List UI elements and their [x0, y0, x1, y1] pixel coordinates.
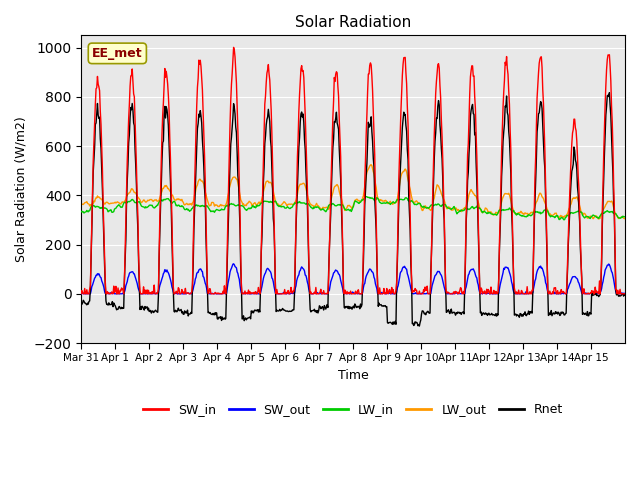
Line: LW_in: LW_in — [81, 196, 625, 220]
SW_out — [141, 291, 149, 297]
X-axis label: Time: Time — [338, 369, 369, 382]
Rnet — [77, 302, 85, 308]
Line: SW_out: SW_out — [81, 264, 625, 294]
LW_out — [595, 216, 603, 222]
LW_in — [440, 202, 448, 207]
SW_out — [77, 291, 85, 297]
Line: SW_in: SW_in — [81, 48, 625, 294]
LW_in — [141, 205, 149, 211]
SW_in — [242, 291, 250, 297]
Y-axis label: Solar Radiation (W/m2): Solar Radiation (W/m2) — [15, 116, 28, 262]
LW_in — [560, 217, 568, 223]
LW_in — [241, 206, 249, 212]
Legend: SW_in, SW_out, LW_in, LW_out, Rnet: SW_in, SW_out, LW_in, LW_out, Rnet — [138, 398, 568, 421]
LW_out — [621, 216, 629, 222]
SW_out — [269, 276, 276, 282]
Text: EE_met: EE_met — [92, 47, 143, 60]
SW_in — [621, 291, 629, 297]
SW_in — [141, 287, 149, 293]
SW_out — [230, 261, 237, 267]
SW_in — [230, 45, 237, 50]
LW_in — [362, 193, 370, 199]
SW_in — [269, 162, 276, 168]
SW_out — [289, 290, 297, 296]
Line: Rnet: Rnet — [81, 93, 625, 326]
Rnet — [621, 292, 629, 298]
Rnet — [440, 217, 448, 223]
Line: LW_out: LW_out — [81, 165, 625, 219]
LW_out — [367, 162, 375, 168]
LW_out — [77, 202, 85, 207]
Rnet — [141, 304, 149, 310]
Rnet — [409, 320, 417, 326]
SW_out — [410, 291, 417, 297]
Rnet — [415, 323, 423, 329]
Title: Solar Radiation: Solar Radiation — [295, 15, 412, 30]
SW_out — [440, 284, 448, 290]
LW_out — [410, 200, 417, 205]
LW_out — [289, 202, 296, 207]
Rnet — [241, 316, 249, 322]
LW_in — [410, 201, 417, 206]
LW_in — [268, 199, 276, 205]
SW_in — [440, 210, 448, 216]
LW_in — [289, 204, 296, 210]
SW_out — [621, 290, 629, 296]
Rnet — [289, 307, 296, 313]
LW_out — [241, 203, 249, 208]
SW_out — [242, 291, 250, 297]
SW_in — [410, 289, 417, 295]
LW_in — [77, 208, 85, 214]
LW_out — [440, 197, 448, 203]
LW_in — [621, 214, 629, 219]
SW_in — [77, 291, 85, 297]
SW_in — [289, 288, 297, 294]
Rnet — [605, 90, 613, 96]
LW_out — [268, 182, 276, 188]
LW_out — [141, 199, 149, 204]
Rnet — [268, 166, 276, 172]
